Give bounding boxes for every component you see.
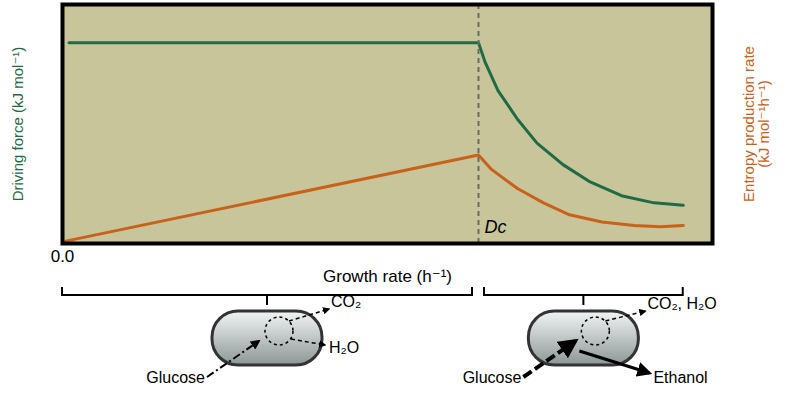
svg-text:Glucose: Glucose <box>463 369 522 386</box>
svg-text:0.0: 0.0 <box>51 247 75 266</box>
svg-text:Dc: Dc <box>485 217 507 237</box>
svg-text:Glucose: Glucose <box>146 369 205 386</box>
svg-text:CO₂, H₂O: CO₂, H₂O <box>647 295 716 312</box>
svg-text:H₂O: H₂O <box>329 339 359 356</box>
svg-text:Entropy production rate(kJ mol: Entropy production rate(kJ mol⁻¹h⁻¹) <box>740 46 772 202</box>
svg-text:CO₂: CO₂ <box>331 293 361 310</box>
svg-text:Ethanol: Ethanol <box>653 369 707 386</box>
svg-text:Driving force (kJ mol⁻¹): Driving force (kJ mol⁻¹) <box>9 47 26 202</box>
svg-text:Growth rate (h⁻¹): Growth rate (h⁻¹) <box>323 267 452 286</box>
